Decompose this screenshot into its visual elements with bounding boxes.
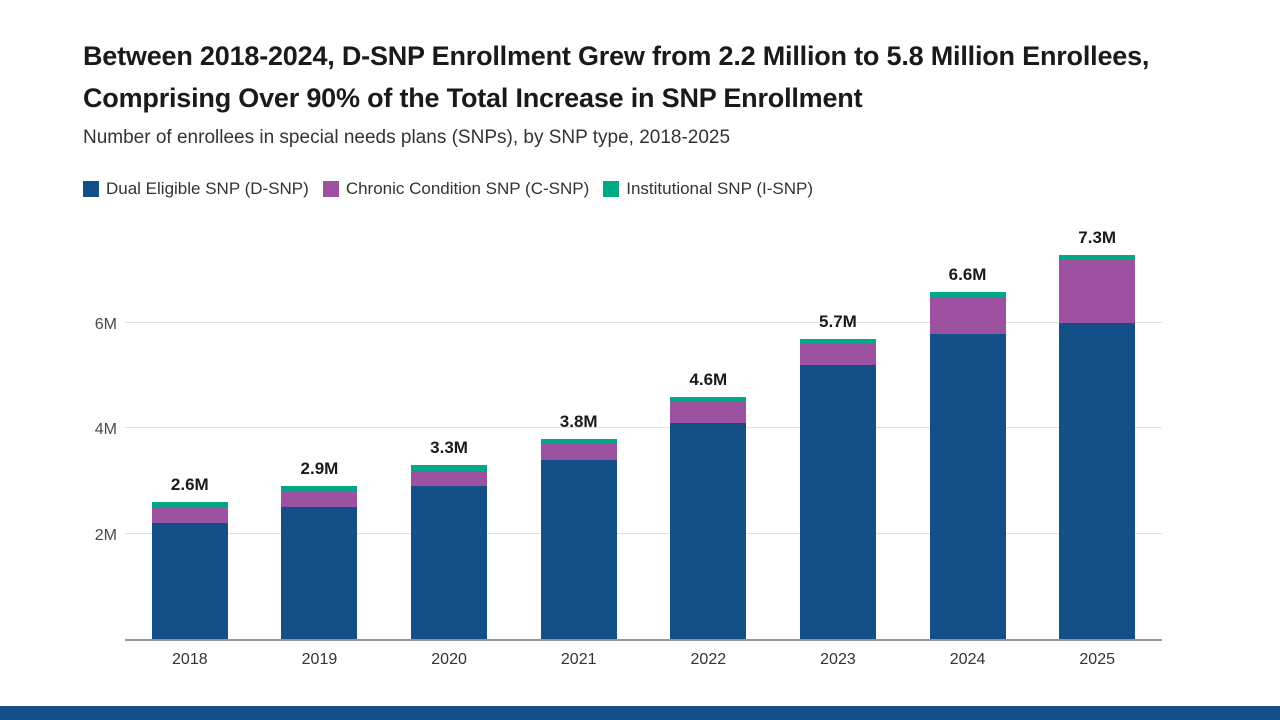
y-tick-label-6M: 6M — [94, 316, 117, 334]
legend-label: Institutional SNP (I-SNP) — [626, 178, 814, 198]
stacked-bar — [929, 291, 1006, 639]
bar-segment-Chronic Condition SNP (C-SNP) — [281, 491, 358, 508]
x-tick-label-2023: 2023 — [820, 650, 856, 668]
bar-segment-Dual Eligible SNP (D-SNP) — [799, 365, 876, 639]
bar-total-label: 5.7M — [819, 312, 857, 332]
bar-group-2019: 2.9M — [255, 229, 385, 639]
y-axis: 2M 4M 6M — [83, 229, 119, 641]
bar-total-label: 7.3M — [1078, 228, 1117, 247]
legend-item: Dual Eligible SNP (D-SNP) — [83, 179, 309, 199]
bar-segment-Dual Eligible SNP (D-SNP) — [670, 423, 747, 639]
bar-segment-Chronic Condition SNP (C-SNP) — [929, 297, 1006, 334]
y-tick-label-4M: 4M — [94, 421, 117, 439]
bar-segment-Dual Eligible SNP (D-SNP) — [411, 486, 488, 639]
bar-total-label: 3.3M — [430, 438, 468, 458]
bar-total-label: 2.9M — [300, 459, 339, 479]
bar-group-2024: 6.6M — [903, 229, 1033, 639]
bar-segment-Chronic Condition SNP (C-SNP) — [411, 470, 488, 487]
bar-segment-Chronic Condition SNP (C-SNP) — [799, 344, 876, 366]
x-tick-label-2020: 2020 — [431, 650, 467, 668]
chart-legend: Dual Eligible SNP (D-SNP) Chronic Conditi… — [83, 179, 1162, 199]
stacked-bar-chart: 2M 4M 6M 2.6M 2.9M 3.3M 3.8M 4.6M 5.7M 6.6M 7.3M … — [83, 228, 1162, 669]
gridline-6M — [125, 322, 1162, 324]
bar-segment-Chronic Condition SNP (C-SNP) — [151, 507, 228, 524]
stacked-bar — [411, 465, 488, 639]
bar-segment-Dual Eligible SNP (D-SNP) — [540, 459, 617, 639]
x-axis: 2018 2019 2020 2021 2022 2023 2024 2025 — [125, 651, 1162, 669]
y-tick-label-2M: 2M — [94, 526, 117, 544]
bar-segment-Institutional SNP (I-SNP) — [411, 465, 488, 471]
x-tick-label-2024: 2024 — [949, 650, 986, 668]
bar-segment-Institutional SNP (I-SNP) — [540, 438, 617, 445]
plot-area: 2.6M 2.9M 3.3M 3.8M 4.6M 5.7M 6.6M 7.3M — [125, 228, 1162, 641]
gridline-2M — [125, 532, 1162, 534]
legend-swatch — [603, 180, 620, 197]
bar-segment-Chronic Condition SNP (C-SNP) — [1059, 260, 1136, 324]
x-tick-label-2025: 2025 — [1079, 650, 1115, 668]
bar-segment-Institutional SNP (I-SNP) — [799, 339, 876, 345]
bar-segment-Institutional SNP (I-SNP) — [151, 502, 228, 508]
bar-total-label: 2.6M — [170, 475, 209, 495]
bar-segment-Chronic Condition SNP (C-SNP) — [540, 444, 617, 460]
bar-segment-Institutional SNP (I-SNP) — [929, 291, 1006, 298]
bar-group-2022: 4.6M — [644, 229, 774, 639]
legend-item: Institutional SNP (I-SNP) — [603, 179, 813, 199]
chart-title: Between 2018-2024, D-SNP Enrollment Grew… — [83, 41, 1150, 113]
stacked-bar — [1059, 255, 1136, 639]
x-tick-label-2021: 2021 — [560, 650, 597, 668]
bar-group-2025: 7.3M — [1032, 228, 1162, 639]
legend-label: Dual Eligible SNP (D-SNP) — [106, 178, 309, 198]
legend-swatch — [322, 180, 339, 197]
bar-segment-Institutional SNP (I-SNP) — [670, 396, 747, 403]
stacked-bar — [540, 438, 617, 639]
bar-total-label: 6.6M — [948, 264, 987, 284]
x-tick-label-2022: 2022 — [690, 650, 727, 668]
footer-accent-bar — [0, 706, 1280, 720]
stacked-bar — [281, 486, 358, 639]
bar-segment-Dual Eligible SNP (D-SNP) — [281, 507, 358, 639]
stacked-bar — [151, 502, 228, 639]
gridline-4M — [125, 427, 1162, 429]
bar-group-2023: 5.7M — [773, 229, 903, 639]
legend-label: Chronic Condition SNP (C-SNP) — [345, 178, 590, 198]
x-tick-label-2019: 2019 — [301, 650, 338, 668]
stacked-bar — [799, 339, 876, 639]
bar-group-2021: 3.8M — [514, 229, 644, 639]
bar-group-2020: 3.3M — [384, 229, 514, 639]
bar-total-label: 4.6M — [689, 369, 728, 389]
bar-total-label: 3.8M — [559, 411, 598, 431]
bar-segment-Dual Eligible SNP (D-SNP) — [1059, 323, 1136, 639]
bar-segment-Institutional SNP (I-SNP) — [1059, 255, 1136, 261]
bar-segment-Dual Eligible SNP (D-SNP) — [929, 333, 1006, 639]
bar-segment-Institutional SNP (I-SNP) — [281, 486, 358, 492]
chart-content: Between 2018-2024, D-SNP Enrollment Grew… — [83, 41, 1162, 669]
bar-group-2018: 2.6M — [125, 229, 255, 639]
legend-swatch — [83, 180, 99, 197]
legend-item: Chronic Condition SNP (C-SNP) — [322, 178, 590, 199]
bar-segment-Dual Eligible SNP (D-SNP) — [151, 523, 228, 639]
chart-subtitle: Number of enrollees in special needs pla… — [83, 126, 731, 148]
bar-segment-Chronic Condition SNP (C-SNP) — [670, 402, 747, 424]
x-tick-label-2018: 2018 — [172, 650, 208, 668]
stacked-bar — [670, 396, 747, 639]
